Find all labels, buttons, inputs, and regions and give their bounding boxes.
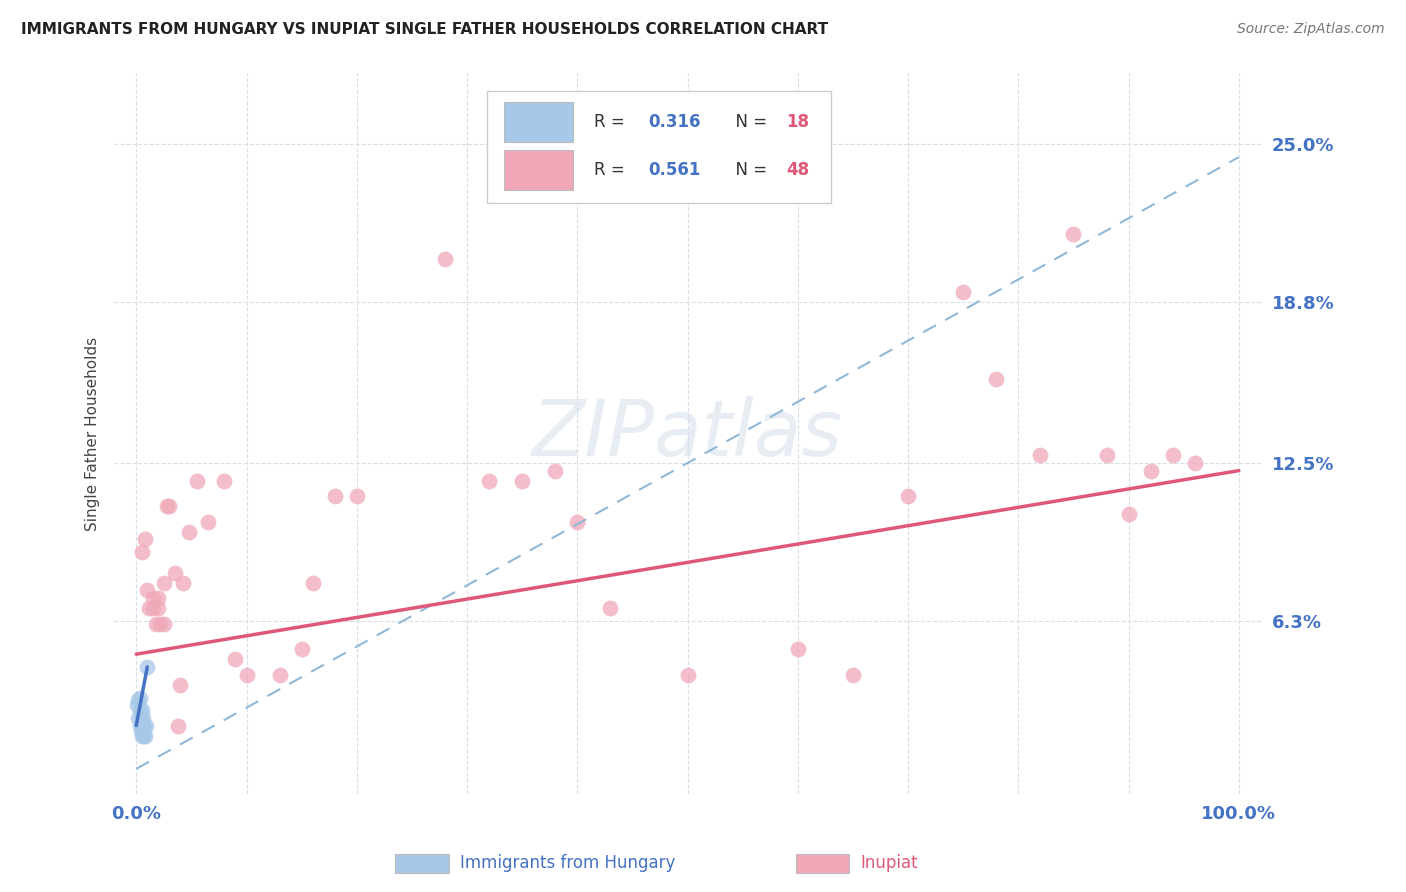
- Point: [291, 642, 314, 657]
- Point: [148, 591, 170, 606]
- Point: [131, 703, 153, 717]
- Point: [179, 524, 201, 539]
- Point: [1029, 448, 1052, 462]
- Point: [224, 652, 246, 666]
- Point: [134, 533, 156, 547]
- Text: 0.561: 0.561: [648, 161, 702, 179]
- Point: [136, 583, 159, 598]
- Point: [1062, 227, 1084, 241]
- FancyBboxPatch shape: [505, 150, 572, 190]
- Point: [156, 500, 179, 514]
- Text: 18: 18: [786, 112, 810, 130]
- Point: [301, 575, 323, 590]
- Text: R =: R =: [593, 112, 630, 130]
- Point: [127, 693, 149, 707]
- Point: [132, 723, 155, 738]
- Point: [163, 566, 186, 580]
- Point: [145, 616, 167, 631]
- Point: [135, 718, 157, 732]
- Point: [157, 500, 180, 514]
- Point: [1161, 448, 1184, 462]
- FancyBboxPatch shape: [505, 102, 572, 142]
- Point: [235, 667, 257, 681]
- Y-axis label: Single Father Households: Single Father Households: [86, 336, 100, 531]
- Point: [132, 729, 155, 743]
- Point: [153, 575, 176, 590]
- Point: [128, 703, 150, 717]
- Point: [599, 601, 621, 615]
- Point: [214, 474, 236, 488]
- Text: Inupiat: Inupiat: [860, 855, 918, 872]
- Point: [346, 489, 368, 503]
- Point: [269, 667, 291, 681]
- Point: [131, 545, 153, 559]
- Point: [131, 729, 153, 743]
- Point: [131, 718, 153, 732]
- Text: N =: N =: [725, 112, 773, 130]
- Point: [842, 667, 865, 681]
- Point: [897, 489, 920, 503]
- Point: [142, 601, 165, 615]
- Point: [136, 660, 159, 674]
- Point: [148, 601, 170, 615]
- Point: [127, 698, 149, 713]
- Text: N =: N =: [725, 161, 773, 179]
- Text: IMMIGRANTS FROM HUNGARY VS INUPIAT SINGLE FATHER HOUSEHOLDS CORRELATION CHART: IMMIGRANTS FROM HUNGARY VS INUPIAT SINGL…: [21, 22, 828, 37]
- Point: [197, 515, 219, 529]
- Text: 48: 48: [786, 161, 810, 179]
- FancyBboxPatch shape: [486, 91, 831, 202]
- Point: [433, 252, 456, 266]
- Point: [142, 591, 165, 606]
- Point: [676, 667, 699, 681]
- Point: [138, 601, 160, 615]
- Point: [1118, 507, 1140, 521]
- Point: [952, 285, 974, 300]
- Point: [132, 711, 155, 725]
- Point: [478, 474, 501, 488]
- Point: [167, 718, 190, 732]
- Point: [129, 723, 152, 738]
- Point: [149, 616, 172, 631]
- Point: [1095, 448, 1118, 462]
- Text: Source: ZipAtlas.com: Source: ZipAtlas.com: [1237, 22, 1385, 37]
- Point: [129, 708, 152, 723]
- Text: ZIPatlas: ZIPatlas: [531, 396, 844, 472]
- Point: [567, 515, 589, 529]
- Point: [169, 678, 191, 692]
- Text: R =: R =: [593, 161, 630, 179]
- Point: [323, 489, 346, 503]
- Point: [1184, 456, 1206, 470]
- Point: [544, 464, 567, 478]
- Point: [128, 690, 150, 705]
- Point: [786, 642, 808, 657]
- Point: [510, 474, 533, 488]
- Point: [153, 616, 176, 631]
- Point: [186, 474, 208, 488]
- Point: [1139, 464, 1161, 478]
- Point: [172, 575, 194, 590]
- Text: Immigrants from Hungary: Immigrants from Hungary: [460, 855, 675, 872]
- Point: [132, 718, 155, 732]
- Text: 0.316: 0.316: [648, 112, 702, 130]
- Point: [127, 711, 149, 725]
- Point: [128, 718, 150, 732]
- Point: [986, 372, 1008, 386]
- Point: [134, 729, 156, 743]
